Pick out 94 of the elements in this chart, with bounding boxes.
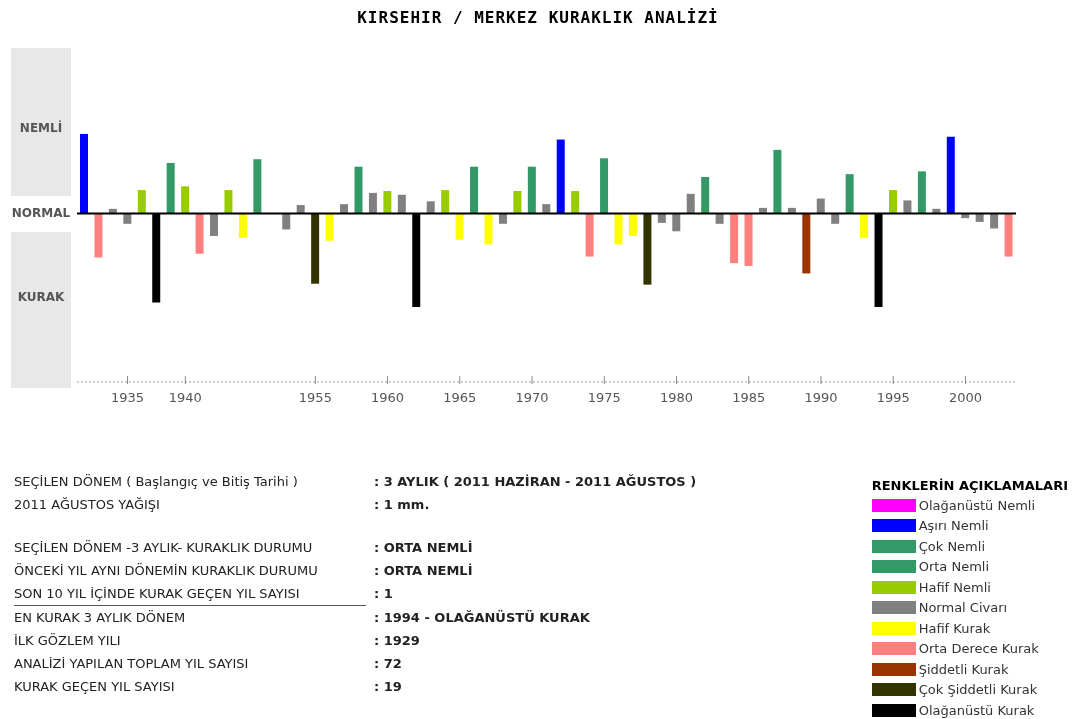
bar	[946, 136, 955, 214]
legend-label: Orta Nemli	[918, 559, 990, 575]
legend-label: Çok Nemli	[918, 538, 985, 554]
legend-label: Olağanüstü Nemli	[918, 497, 1036, 513]
bar	[296, 205, 305, 214]
text: ÖNCEKİ YIL AYNI DÖNEMİN KURAKLIK DURUMU	[14, 563, 319, 578]
bar	[614, 213, 623, 245]
bar	[542, 204, 551, 214]
legend-label: Olağanüstü Kurak	[918, 702, 1035, 718]
bar	[340, 204, 349, 214]
legend-label: Aşırı Nemli	[918, 518, 989, 534]
bar	[354, 166, 363, 214]
bar	[368, 192, 377, 214]
text: : 1	[374, 586, 393, 601]
bar	[224, 190, 233, 214]
bar	[773, 149, 782, 214]
bar	[888, 190, 897, 214]
x-tick-label: 1995	[876, 390, 910, 405]
bar	[238, 213, 247, 238]
text: İLK GÖZLEM YILI	[14, 633, 122, 648]
text: : 1 mm.	[374, 497, 430, 512]
bar	[253, 159, 262, 214]
bar	[94, 213, 103, 258]
text: SON 10 YIL İÇİNDE KURAK GEÇEN YIL SAYISI	[14, 586, 301, 601]
x-tick-label: 2000	[948, 390, 982, 405]
text: SEÇİLEN DÖNEM ( Başlangıç ve Bitiş Tarihi )	[14, 474, 299, 489]
x-tick-label: 1985	[732, 390, 766, 405]
bar	[441, 190, 450, 214]
text: : ORTA NEMLİ	[374, 563, 473, 578]
bar	[600, 158, 609, 214]
bar	[672, 213, 681, 232]
bar	[137, 190, 146, 214]
legend-label: Orta Derece Kurak	[918, 641, 1039, 657]
text: EN KURAK 3 AYLIK DÖNEM	[14, 610, 187, 625]
bar	[527, 166, 536, 214]
bar	[195, 213, 204, 254]
legend-label: Çok Şiddetli Kurak	[918, 682, 1038, 698]
bar	[470, 166, 479, 214]
x-tick-label: 1940	[168, 390, 202, 405]
bar	[556, 139, 565, 214]
text: : 1994 - OLAĞANÜSTÜ KURAK	[374, 610, 590, 625]
bar	[917, 171, 926, 214]
bar	[210, 213, 219, 236]
bar	[701, 176, 710, 214]
text: : 19	[374, 679, 402, 694]
bar	[686, 193, 695, 214]
bar	[628, 213, 637, 236]
bar	[325, 213, 334, 241]
bar	[383, 191, 392, 214]
x-tick-label: 1980	[659, 390, 694, 405]
text: SEÇİLEN DÖNEM -3 AYLIK- KURAKLIK DURUMU	[14, 540, 314, 555]
bar	[311, 213, 320, 284]
bar	[585, 213, 594, 257]
bar	[484, 213, 493, 245]
text: : ORTA NEMLİ	[374, 540, 473, 555]
x-tick-label: 1970	[515, 390, 549, 405]
x-tick-label: 1935	[111, 390, 145, 405]
text: KURAK GEÇEN YIL SAYISI	[14, 679, 176, 694]
legend-title: RENKLERİN AÇIKLAMALARI	[871, 478, 1068, 493]
text: KURAK	[16, 289, 66, 304]
text: NORMAL	[10, 205, 72, 220]
bar	[643, 213, 652, 285]
bar	[845, 174, 854, 214]
bar	[397, 194, 406, 214]
bar	[744, 213, 753, 266]
bar	[802, 213, 811, 274]
text: : 72	[374, 656, 402, 671]
chart-title: KIRSEHIR / MERKEZ KURAKLIK ANALİZİ	[356, 8, 720, 27]
text: : 3 AYLIK ( 2011 HAZİRAN - 2011 AĞUSTOS )	[374, 474, 697, 489]
x-tick-label: 1965	[443, 390, 477, 405]
bar	[166, 162, 175, 214]
x-tick-label: 1960	[371, 390, 405, 405]
bar	[571, 191, 580, 214]
bar	[426, 201, 435, 214]
bar	[513, 191, 522, 214]
x-tick-label: 1955	[298, 390, 332, 405]
bar	[903, 200, 912, 214]
bar	[816, 198, 825, 214]
text: ANALİZİ YAPILAN TOPLAM YIL SAYISI	[14, 656, 250, 671]
bar	[730, 213, 739, 264]
bar	[455, 213, 464, 240]
bar	[181, 186, 190, 214]
text: NEMLİ	[18, 121, 64, 136]
bar	[860, 213, 869, 238]
text: : 1929	[374, 633, 420, 648]
legend-label: Şiddetli Kurak	[918, 661, 1009, 677]
x-tick-label: 1975	[587, 390, 621, 405]
text: 2011 AĞUSTOS YAĞIŞI	[14, 497, 161, 512]
bar	[80, 133, 88, 214]
legend-label: Normal Civarı	[918, 600, 1008, 616]
x-tick-label: 1990	[804, 390, 838, 405]
bar	[1004, 213, 1013, 257]
legend-label: Hafif Nemli	[918, 579, 991, 595]
legend-label: Hafif Kurak	[918, 620, 991, 636]
